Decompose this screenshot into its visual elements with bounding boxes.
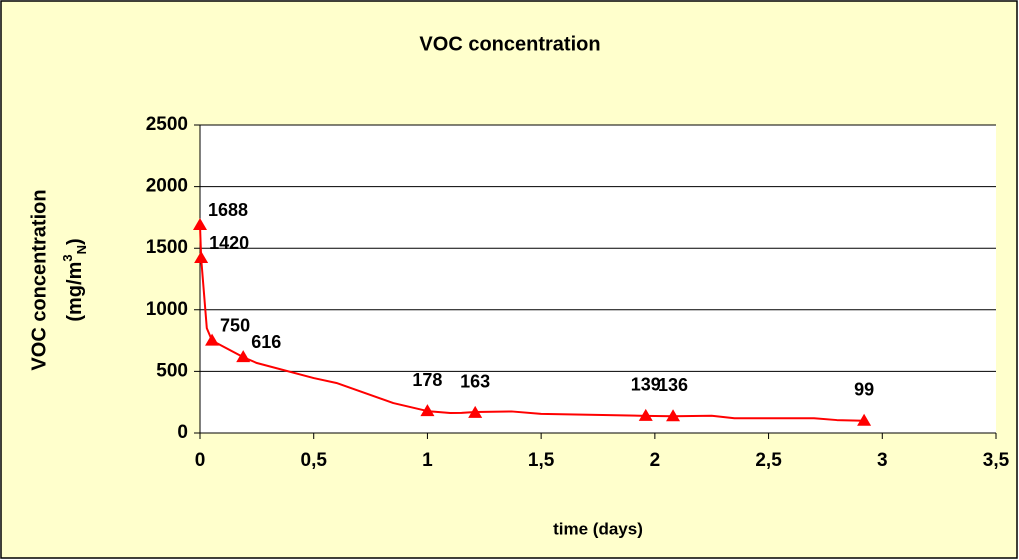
plot-area xyxy=(200,125,996,433)
y-axis-title: VOC concentration (mg/m3N) xyxy=(28,189,89,370)
unit-part: ) xyxy=(64,238,86,245)
unit-sup: 3 xyxy=(60,254,75,261)
x-tick-label: 2 xyxy=(650,450,661,471)
x-tick-label: 1,5 xyxy=(528,450,555,471)
y-tick-label: 1000 xyxy=(146,299,188,320)
x-tick-label: 3 xyxy=(877,450,888,471)
y-tick-label: 1500 xyxy=(146,237,188,258)
y-tick-label: 0 xyxy=(177,422,188,443)
data-label: 139 xyxy=(631,375,661,395)
data-label: 1688 xyxy=(208,200,248,220)
y-tick-label: 2000 xyxy=(146,176,188,197)
x-tick-label: 2,5 xyxy=(755,450,782,471)
x-tick-label: 3,5 xyxy=(983,450,1010,471)
x-axis-label: time (days) xyxy=(553,519,643,538)
unit-sub: N xyxy=(74,245,89,254)
y-tick-label: 500 xyxy=(156,360,188,381)
data-label: 163 xyxy=(460,372,490,392)
data-label: 178 xyxy=(412,370,442,390)
data-marker xyxy=(193,218,207,231)
y-axis-unit: (mg/m3N) xyxy=(60,238,89,321)
x-tick-label: 0,5 xyxy=(301,450,328,471)
data-line xyxy=(199,225,865,422)
data-label: 1420 xyxy=(209,233,249,253)
data-label: 99 xyxy=(854,380,874,400)
chart-title: VOC concentration xyxy=(419,33,600,55)
x-tick-label: 0 xyxy=(195,450,206,471)
y-axis-label: VOC concentration xyxy=(28,189,50,370)
unit-part: (mg/m xyxy=(64,262,86,322)
data-label: 136 xyxy=(658,375,688,395)
data-label: 616 xyxy=(251,332,281,352)
data-label: 750 xyxy=(220,315,250,335)
y-tick-label: 2500 xyxy=(146,114,188,135)
x-tick-label: 1 xyxy=(422,450,433,471)
